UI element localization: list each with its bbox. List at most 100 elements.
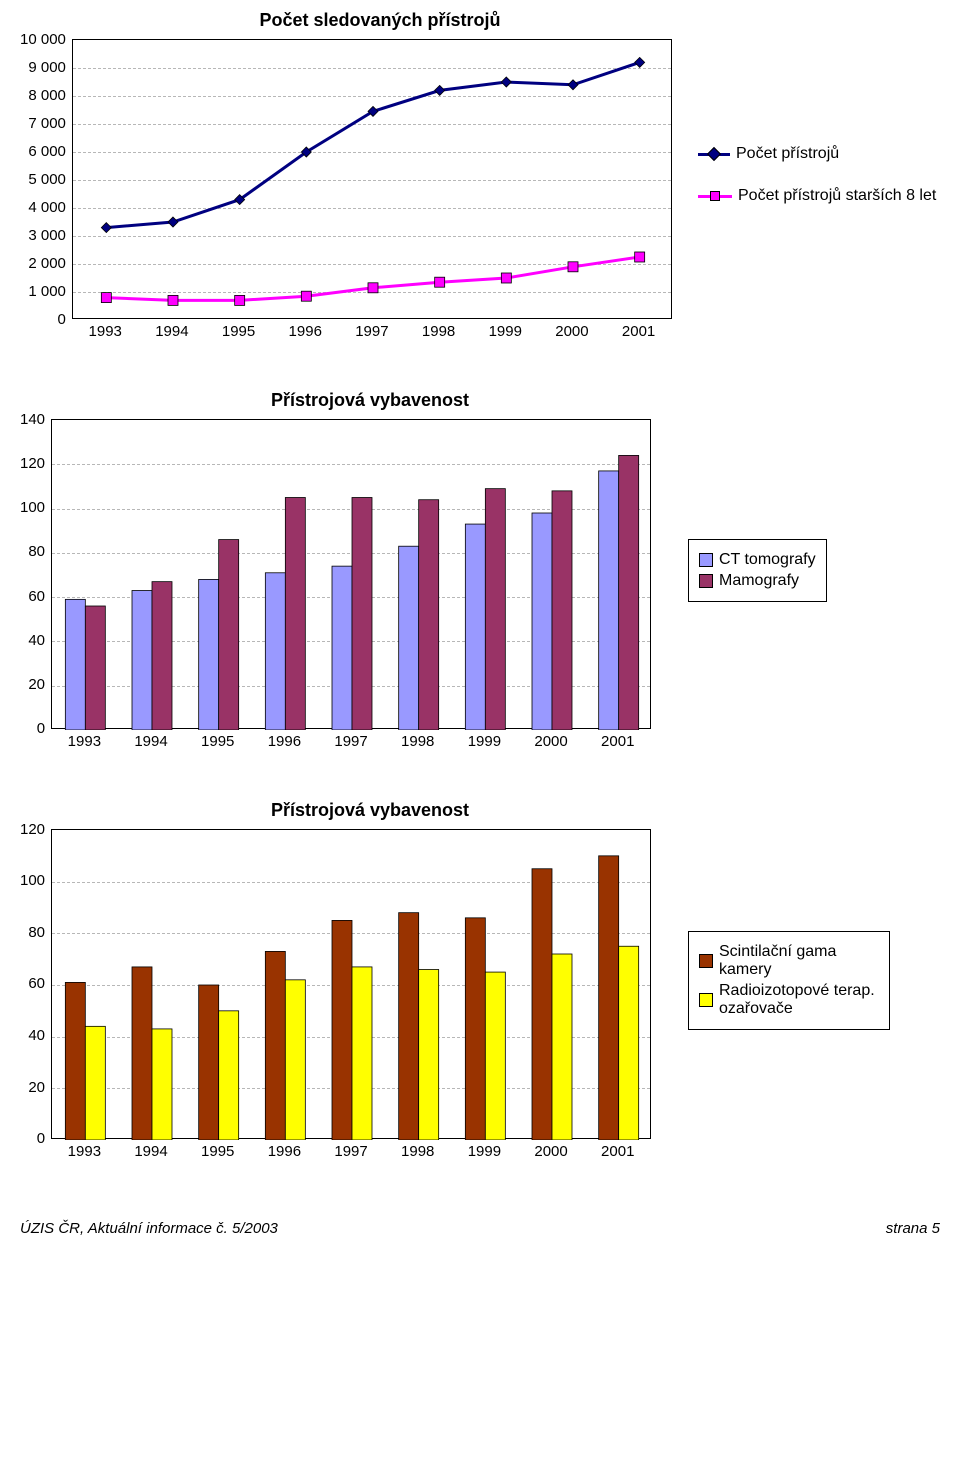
series-marker bbox=[568, 80, 578, 90]
bar-chart-svg bbox=[52, 420, 652, 730]
series-marker bbox=[168, 217, 178, 227]
chart1-plot-row: 10 0009 0008 0007 0006 0005 0004 0003 00… bbox=[20, 39, 680, 340]
chart3-title: Přístrojová vybavenost bbox=[70, 800, 670, 821]
bar bbox=[285, 498, 305, 731]
chart3-x-axis: 199319941995199619971998199920002001 bbox=[51, 1143, 651, 1160]
y-tick: 5 000 bbox=[28, 172, 66, 187]
chart3-plot-row: 120100806040200 199319941995199619971998… bbox=[20, 829, 670, 1160]
legend-label: Počet přístrojů starších 8 let bbox=[738, 187, 898, 205]
bar bbox=[552, 954, 572, 1140]
x-tick: 1994 bbox=[118, 1143, 185, 1160]
bar bbox=[285, 980, 305, 1140]
bar bbox=[399, 913, 419, 1140]
x-tick: 1994 bbox=[139, 323, 206, 340]
page-footer: ÚZIS ČR, Aktuální informace č. 5/2003 st… bbox=[20, 1220, 940, 1237]
y-tick: 4 000 bbox=[28, 200, 66, 215]
legend-item-ct-tomografy: CT tomografy bbox=[699, 551, 816, 569]
x-tick: 1993 bbox=[72, 323, 139, 340]
series-line bbox=[106, 257, 639, 300]
y-tick: 40 bbox=[28, 633, 45, 648]
bar bbox=[219, 540, 239, 730]
chart2-plot-row: 140120100806040200 199319941995199619971… bbox=[20, 419, 670, 750]
y-tick: 7 000 bbox=[28, 116, 66, 131]
legend-box: CT tomografy Mamografy bbox=[688, 539, 827, 602]
x-tick: 2001 bbox=[584, 1143, 651, 1160]
bar bbox=[419, 500, 439, 730]
swatch-icon bbox=[699, 574, 713, 588]
y-tick: 40 bbox=[28, 1028, 45, 1043]
y-tick: 60 bbox=[28, 976, 45, 991]
bar bbox=[399, 546, 419, 730]
legend-item-pocet-pristroju: Počet přístrojů bbox=[698, 145, 898, 163]
chart3-legend: Scintilační gama kamery Radioizotopové t… bbox=[688, 931, 890, 1030]
line-marker-icon bbox=[698, 191, 732, 201]
chart-vybavenost-gama-radio: Přístrojová vybavenost 120100806040200 1… bbox=[20, 800, 940, 1160]
bar bbox=[219, 1011, 239, 1140]
bar-chart-svg bbox=[52, 830, 652, 1140]
bar bbox=[619, 946, 639, 1140]
y-tick: 6 000 bbox=[28, 144, 66, 159]
swatch-icon bbox=[699, 553, 713, 567]
x-tick: 1997 bbox=[318, 1143, 385, 1160]
bar bbox=[332, 566, 352, 730]
bar bbox=[199, 985, 219, 1140]
chart1-y-axis: 10 0009 0008 0007 0006 0005 0004 0003 00… bbox=[20, 32, 72, 327]
legend-box: Scintilační gama kamery Radioizotopové t… bbox=[688, 931, 890, 1030]
chart2-legend: CT tomografy Mamografy bbox=[688, 539, 827, 602]
series-marker bbox=[635, 252, 645, 262]
bar bbox=[532, 513, 552, 730]
legend-label: Radioizotopové terap. ozařovače bbox=[719, 982, 879, 1018]
chart1-x-axis: 199319941995199619971998199920002001 bbox=[72, 323, 672, 340]
legend-item-scintilacni: Scintilační gama kamery bbox=[699, 943, 879, 979]
bar bbox=[485, 489, 505, 730]
series-marker bbox=[501, 273, 511, 283]
chart3-plot-area bbox=[51, 829, 651, 1139]
series-marker bbox=[101, 223, 111, 233]
chart3-column: Přístrojová vybavenost 120100806040200 1… bbox=[20, 800, 670, 1160]
chart1-plot-area bbox=[72, 39, 672, 319]
legend-label: Scintilační gama kamery bbox=[719, 943, 879, 979]
bar bbox=[465, 918, 485, 1140]
bar bbox=[332, 920, 352, 1140]
bar bbox=[352, 498, 372, 731]
y-tick: 120 bbox=[20, 456, 45, 471]
series-marker bbox=[101, 293, 111, 303]
bar bbox=[352, 967, 372, 1140]
y-tick: 2 000 bbox=[28, 256, 66, 271]
x-tick: 1995 bbox=[184, 733, 251, 750]
bar bbox=[152, 582, 172, 730]
chart2-plot-area bbox=[51, 419, 651, 729]
y-tick: 20 bbox=[28, 677, 45, 692]
bar bbox=[552, 491, 572, 730]
chart1-legend: Počet přístrojů Počet přístrojů starších… bbox=[698, 142, 898, 208]
bar bbox=[132, 967, 152, 1140]
y-tick: 9 000 bbox=[28, 60, 66, 75]
x-tick: 1997 bbox=[318, 733, 385, 750]
x-tick: 1998 bbox=[384, 1143, 451, 1160]
bar bbox=[485, 972, 505, 1140]
y-tick: 1 000 bbox=[28, 284, 66, 299]
series-marker bbox=[368, 283, 378, 293]
x-tick: 2001 bbox=[605, 323, 672, 340]
series-line bbox=[106, 62, 639, 227]
y-tick: 20 bbox=[28, 1080, 45, 1095]
y-tick: 60 bbox=[28, 589, 45, 604]
x-tick: 1995 bbox=[184, 1143, 251, 1160]
legend-item-starsich-8-let: Počet přístrojů starších 8 let bbox=[698, 187, 898, 205]
x-tick: 2000 bbox=[518, 733, 585, 750]
bar bbox=[65, 982, 85, 1140]
bar bbox=[152, 1029, 172, 1140]
series-marker bbox=[435, 277, 445, 287]
line-marker-icon bbox=[698, 149, 730, 159]
x-tick: 1999 bbox=[451, 1143, 518, 1160]
x-tick: 1999 bbox=[472, 323, 539, 340]
legend-item-radioizotopove: Radioizotopové terap. ozařovače bbox=[699, 982, 879, 1018]
chart-vybavenost-ct-mamo: Přístrojová vybavenost 14012010080604020… bbox=[20, 390, 940, 750]
y-tick: 80 bbox=[28, 925, 45, 940]
series-marker bbox=[435, 85, 445, 95]
chart2-column: Přístrojová vybavenost 14012010080604020… bbox=[20, 390, 670, 750]
bar bbox=[465, 524, 485, 730]
x-tick: 1996 bbox=[272, 323, 339, 340]
bar bbox=[619, 455, 639, 730]
legend-label: Mamografy bbox=[719, 572, 799, 590]
